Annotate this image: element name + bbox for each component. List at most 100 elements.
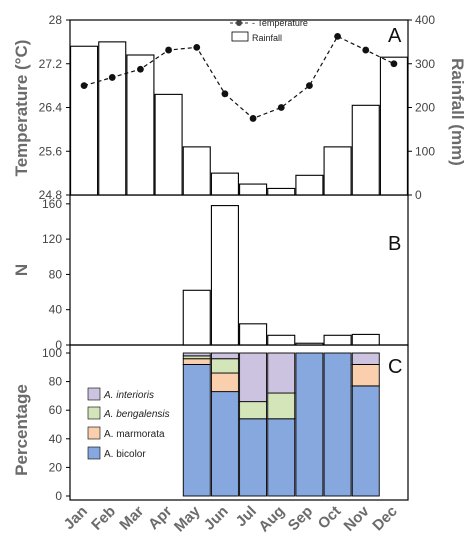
temperature-point-jan: [80, 82, 88, 90]
rainfall-bar-dec: [379, 56, 408, 196]
month-label-mar: Mar: [116, 503, 147, 534]
rainfall-bar-jul: [239, 183, 268, 196]
panel-a-ylabel-right: Rainfall (mm): [448, 58, 467, 166]
month-label-jul: Jul: [233, 503, 260, 530]
temperature-point-feb: [108, 74, 116, 81]
panel-b-ylabel: N: [12, 264, 31, 276]
temperature-point-jul: [249, 115, 257, 122]
stacked-segment-aug: [267, 352, 296, 394]
right-tick-label: 100: [415, 144, 435, 158]
stacked-segment-jul: [239, 352, 268, 403]
count-bar-jul: [239, 323, 268, 346]
count-bar-jun: [210, 205, 239, 346]
stacked-segment-jun: [210, 358, 239, 374]
panel-a-right-ticks: 0 100 200 300 400: [408, 13, 435, 202]
count-bar-may: [182, 289, 211, 346]
tick-label: 100: [42, 346, 62, 360]
stacked-segment-jul: [239, 401, 268, 420]
temperature-point-apr: [165, 46, 172, 54]
rainfall-bar-feb: [98, 41, 127, 196]
legend-rainfall-swatch-icon: [231, 31, 249, 42]
stacked-segment-aug: [267, 418, 296, 497]
panel-a-legend: - Temperature Rainfall: [230, 18, 308, 43]
temperature-point-dec: [390, 60, 398, 68]
temperature-point-mar: [137, 65, 144, 73]
count-bar-nov: [351, 333, 380, 346]
legend-interioris-swatch-icon: [87, 387, 101, 401]
right-tick-label: 0: [415, 188, 422, 202]
month-label-dec: Dec: [369, 503, 400, 534]
month-label-oct: Oct: [315, 503, 345, 533]
panel-b-bars: [182, 205, 380, 346]
stacked-segment-jun: [210, 372, 239, 393]
legend-bengalensis-label: A. bengalensis: [103, 409, 170, 420]
panel-b-counts: 0 40 80 120 160 N B: [12, 194, 409, 352]
panel-c-ticks: 0 20 40 60 80 100: [42, 346, 70, 503]
rainfall-bar-aug: [267, 187, 296, 196]
panel-b-ticks: 0 40 80 120 160: [42, 197, 70, 352]
panel-a-temperature-line: [80, 33, 398, 122]
stacked-segment-may: [182, 358, 211, 365]
stacked-segment-oct: [323, 352, 352, 497]
temperature-point-nov: [362, 46, 370, 54]
tick-label: 160: [42, 197, 62, 211]
stacked-segment-jul: [239, 418, 268, 497]
panel-letter-c: C: [388, 356, 402, 378]
stacked-segment-sep: [295, 352, 324, 497]
tick-label: 120: [42, 232, 62, 246]
count-bar-oct: [323, 334, 352, 346]
rainfall-bar-sep: [295, 174, 324, 196]
stacked-segment-nov: [351, 385, 380, 497]
legend-rainfall-label: Rainfall: [252, 33, 282, 43]
stacked-segment-may: [182, 363, 211, 497]
left-tick-label: 27.2: [39, 57, 63, 71]
month-label-jan: Jan: [61, 503, 91, 533]
rainfall-bar-jan: [70, 45, 99, 196]
panel-c-percentage: 0 20 40 60 80 100 Percentage C A. interioris …: [12, 344, 409, 503]
rainfall-bar-nov: [351, 104, 380, 196]
left-tick-label: 24.8: [39, 188, 63, 202]
legend-bicolor-label: A. bicolor: [104, 449, 146, 460]
rainfall-bar-oct: [323, 146, 352, 196]
right-tick-label: 200: [415, 101, 435, 115]
temperature-point-jun: [221, 90, 229, 98]
tick-label: 60: [49, 403, 63, 417]
temperature-point-sep: [306, 82, 313, 90]
month-label-apr: Apr: [145, 503, 175, 533]
panel-c-legend: A. interioris A. bengalensis A. marmorat…: [87, 387, 170, 460]
tick-label: 40: [49, 303, 63, 317]
left-tick-label: 28: [49, 13, 63, 27]
tick-label: 0: [55, 338, 62, 352]
panel-c-ylabel: Percentage: [12, 384, 31, 476]
legend-marmorata-label: A. marmorata: [104, 429, 165, 440]
panel-a-rainfall-temperature: 24.8 25.6 26.4 27.2 28 0 100 200 300 400 Tempera…: [12, 13, 467, 202]
panel-a-left-ticks: 24.8 25.6 26.4 27.2 28: [39, 13, 70, 202]
legend-marmorata-swatch-icon: [87, 426, 101, 440]
stacked-segment-nov: [351, 363, 380, 387]
tick-label: 0: [55, 489, 62, 503]
tick-label: 20: [49, 460, 63, 474]
stacked-segment-jun: [210, 352, 239, 360]
legend-bicolor-swatch-icon: [87, 446, 101, 460]
stacked-segment-may: [182, 352, 211, 357]
month-label-feb: Feb: [88, 503, 119, 534]
temperature-point-oct: [334, 33, 341, 40]
legend-temperature-label: - Temperature: [252, 18, 308, 28]
panel-a-rainfall-bars: [70, 41, 408, 196]
month-label-aug: Aug: [255, 503, 288, 536]
legend-bengalensis-swatch-icon: [87, 406, 101, 420]
right-tick-label: 300: [415, 57, 435, 71]
legend-temperature-marker-icon: [236, 20, 242, 26]
panel-b-frame: [69, 194, 409, 346]
stacked-segment-aug: [267, 392, 296, 420]
temperature-point-may: [193, 43, 201, 51]
panel-c-frame: [69, 344, 409, 501]
stacked-segment-jun: [210, 391, 239, 497]
legend-interioris-label: A. interioris: [103, 390, 154, 401]
left-tick-label: 26.4: [39, 101, 63, 115]
month-label-sep: Sep: [285, 503, 316, 534]
rainfall-bar-may: [182, 146, 211, 196]
panel-c-stacked-bars: [182, 352, 380, 497]
